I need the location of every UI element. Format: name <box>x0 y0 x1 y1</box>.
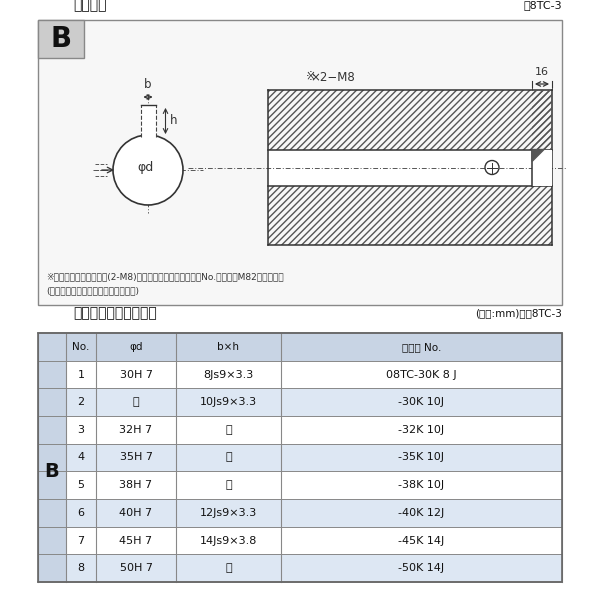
Text: 1: 1 <box>77 370 85 379</box>
Circle shape <box>485 160 499 175</box>
Bar <box>66 554 562 582</box>
Text: 〜: 〜 <box>225 452 232 463</box>
Text: 6: 6 <box>77 508 85 518</box>
Text: -35K 10J: -35K 10J <box>398 452 445 463</box>
Text: φd: φd <box>138 161 154 175</box>
Text: No.: No. <box>73 342 89 352</box>
Text: b×h: b×h <box>218 342 239 352</box>
Bar <box>66 416 562 443</box>
Text: (セットボルトは付属されています。): (セットボルトは付属されています。) <box>46 286 139 295</box>
Text: 10Js9×3.3: 10Js9×3.3 <box>200 397 257 407</box>
Bar <box>532 90 552 149</box>
Bar <box>268 185 552 245</box>
Bar <box>38 333 562 582</box>
Text: 5: 5 <box>77 480 85 490</box>
Text: 12Js9×3.3: 12Js9×3.3 <box>200 508 257 518</box>
Text: 40H 7: 40H 7 <box>119 508 152 518</box>
Bar <box>38 333 562 361</box>
Text: 軸穴形状: 軸穴形状 <box>73 0 107 12</box>
Text: (単位:mm)　袆8TC-3: (単位:mm) 袆8TC-3 <box>475 308 562 318</box>
Text: ※セットボルト用タップ(2-M8)が必要な場合は右記コードNo.の末尾にM82を付ける。: ※セットボルト用タップ(2-M8)が必要な場合は右記コードNo.の末尾にM82を… <box>46 272 284 281</box>
Text: b: b <box>144 78 152 91</box>
Bar <box>532 149 552 185</box>
Bar <box>66 527 562 554</box>
Bar <box>66 443 562 472</box>
Text: 45H 7: 45H 7 <box>119 535 152 545</box>
Bar <box>66 388 562 416</box>
Text: 08TC-30K 8 J: 08TC-30K 8 J <box>386 370 457 379</box>
Text: h: h <box>170 113 177 127</box>
Text: 8: 8 <box>77 563 85 573</box>
Text: -32K 10J: -32K 10J <box>398 425 445 435</box>
Bar <box>66 472 562 499</box>
Text: 4: 4 <box>77 452 85 463</box>
Text: 軸穴形状コード一覧表: 軸穴形状コード一覧表 <box>73 306 157 320</box>
Text: 3: 3 <box>77 425 85 435</box>
Text: 32H 7: 32H 7 <box>119 425 152 435</box>
Text: 30H 7: 30H 7 <box>119 370 152 379</box>
Text: 14Js9×3.8: 14Js9×3.8 <box>200 535 257 545</box>
Circle shape <box>113 135 183 205</box>
Text: 16: 16 <box>535 67 549 77</box>
Text: 〜: 〜 <box>133 397 139 407</box>
Bar <box>140 105 155 137</box>
Bar <box>268 90 552 149</box>
Text: 35H 7: 35H 7 <box>119 452 152 463</box>
Text: 〜: 〜 <box>225 425 232 435</box>
Bar <box>268 149 552 185</box>
Polygon shape <box>532 149 544 161</box>
Text: -50K 14J: -50K 14J <box>398 563 445 573</box>
Text: ×2−M8: ×2−M8 <box>310 71 355 84</box>
Text: -30K 10J: -30K 10J <box>398 397 445 407</box>
Text: -38K 10J: -38K 10J <box>398 480 445 490</box>
Text: B: B <box>44 462 59 481</box>
Text: 〜: 〜 <box>225 480 232 490</box>
Text: 50H 7: 50H 7 <box>119 563 152 573</box>
Text: 〜: 〜 <box>225 563 232 573</box>
Text: -40K 12J: -40K 12J <box>398 508 445 518</box>
Text: B: B <box>50 25 71 53</box>
Bar <box>38 361 66 582</box>
Text: 囸8TC-3: 囸8TC-3 <box>523 0 562 10</box>
Text: 2: 2 <box>77 397 85 407</box>
Text: ※: ※ <box>306 70 316 83</box>
Text: コード No.: コード No. <box>402 342 441 352</box>
Bar <box>66 361 562 388</box>
Text: -45K 14J: -45K 14J <box>398 535 445 545</box>
Bar <box>38 20 84 58</box>
Bar <box>38 20 562 305</box>
Text: 38H 7: 38H 7 <box>119 480 152 490</box>
Text: φd: φd <box>129 342 143 352</box>
Text: 8Js9×3.3: 8Js9×3.3 <box>203 370 254 379</box>
Text: 7: 7 <box>77 535 85 545</box>
Bar <box>66 499 562 527</box>
